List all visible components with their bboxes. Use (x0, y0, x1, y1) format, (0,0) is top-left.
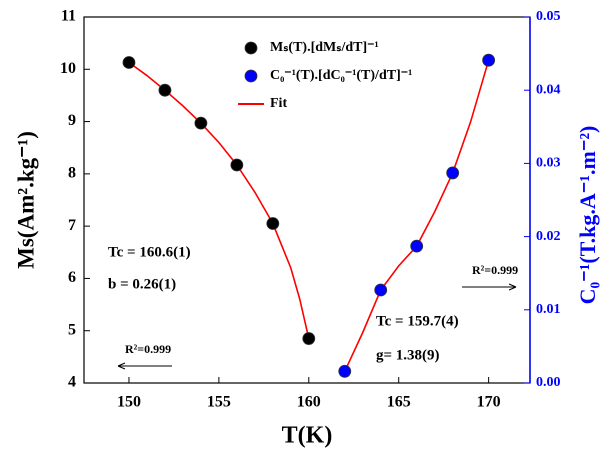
annotation: R²=0.999 (125, 342, 171, 356)
point (446, 166, 460, 180)
y-tick-label: 6 (68, 269, 76, 286)
point (194, 116, 208, 130)
annotation: Tc = 160.6(1) (108, 244, 191, 260)
x-tick-label: 170 (477, 394, 501, 411)
legend-marker (244, 41, 258, 55)
x-tick-label: 155 (207, 394, 231, 411)
y2-tick-label: 0.05 (536, 9, 561, 24)
y2-axis-label: C₀⁻¹(T.kg.A⁻¹.m⁻²) (575, 126, 600, 305)
x-tick-label: 165 (387, 394, 411, 411)
point (374, 283, 388, 297)
point (302, 332, 316, 345)
point (266, 217, 280, 230)
x-tick-label: 160 (297, 394, 321, 411)
y-axis-label: Ms(Am².kg⁻¹) (13, 131, 38, 269)
y2-tick-label: 0.00 (536, 375, 561, 390)
arrow (462, 283, 517, 291)
point (410, 239, 424, 253)
y-tick-label: 10 (60, 60, 76, 77)
annotation: R²=0.999 (472, 263, 518, 277)
annotation: g= 1.38(9) (376, 347, 440, 363)
point (230, 158, 244, 172)
point (122, 56, 136, 69)
legend-label: Fit (270, 96, 287, 111)
y-tick-label: 11 (61, 8, 76, 25)
y-tick-label: 7 (68, 217, 76, 234)
y2-tick-label: 0.04 (536, 82, 561, 97)
legend-marker (244, 69, 258, 83)
point (482, 53, 496, 67)
y2-tick-label: 0.03 (536, 156, 561, 171)
arrow (117, 362, 172, 370)
x-tick-label: 150 (117, 394, 141, 411)
point (158, 83, 172, 97)
y-tick-label: 8 (68, 165, 76, 182)
legend-label: Mₛ(T).[dMₛ/dT]⁻¹ (270, 40, 379, 55)
y-tick-label: 5 (68, 321, 76, 338)
annotation: b = 0.26(1) (108, 276, 176, 292)
legend-label: C₀⁻¹(T).[dC₀⁻¹(T)/dT]⁻¹ (270, 68, 412, 83)
point (338, 364, 352, 378)
y2-tick-label: 0.01 (536, 302, 561, 317)
y-tick-label: 4 (68, 374, 76, 391)
annotation: Tc = 159.7(4) (376, 313, 459, 329)
x-axis-label: T(K) (282, 423, 333, 449)
y2-tick-label: 0.02 (536, 229, 561, 244)
y-tick-label: 9 (68, 112, 76, 129)
